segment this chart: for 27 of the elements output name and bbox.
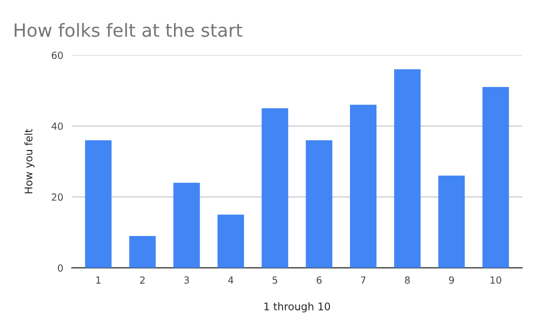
x-tick-label: 10: [490, 276, 502, 284]
x-tick-label: 4: [228, 276, 234, 284]
x-tick-label: 1: [96, 276, 101, 284]
bar: [482, 87, 509, 268]
bar: [306, 140, 332, 268]
bar: [394, 69, 421, 268]
y-axis-title: How you felt: [24, 128, 34, 194]
bar: [173, 182, 200, 268]
y-tick-label: 0: [58, 264, 63, 272]
chart-title: How folks felt at the start: [14, 22, 242, 37]
bar: [85, 140, 112, 268]
x-tick-label: 2: [140, 276, 145, 284]
x-tick-label: 5: [272, 276, 278, 284]
bar: [262, 108, 288, 268]
x-tick-label: 8: [404, 276, 410, 284]
bar: [129, 236, 156, 268]
x-tick-label: 9: [449, 276, 454, 284]
bar: [350, 104, 376, 268]
y-tick-label: 40: [52, 122, 63, 130]
bar: [218, 214, 244, 268]
bar: [438, 176, 465, 268]
x-axis-title: 1 through 10: [264, 302, 330, 312]
x-tick-label: 3: [184, 276, 189, 284]
y-tick-label: 60: [52, 52, 63, 59]
y-tick-label: 20: [52, 193, 63, 201]
x-tick-label: 7: [360, 276, 366, 284]
x-tick-label: 6: [316, 276, 322, 284]
